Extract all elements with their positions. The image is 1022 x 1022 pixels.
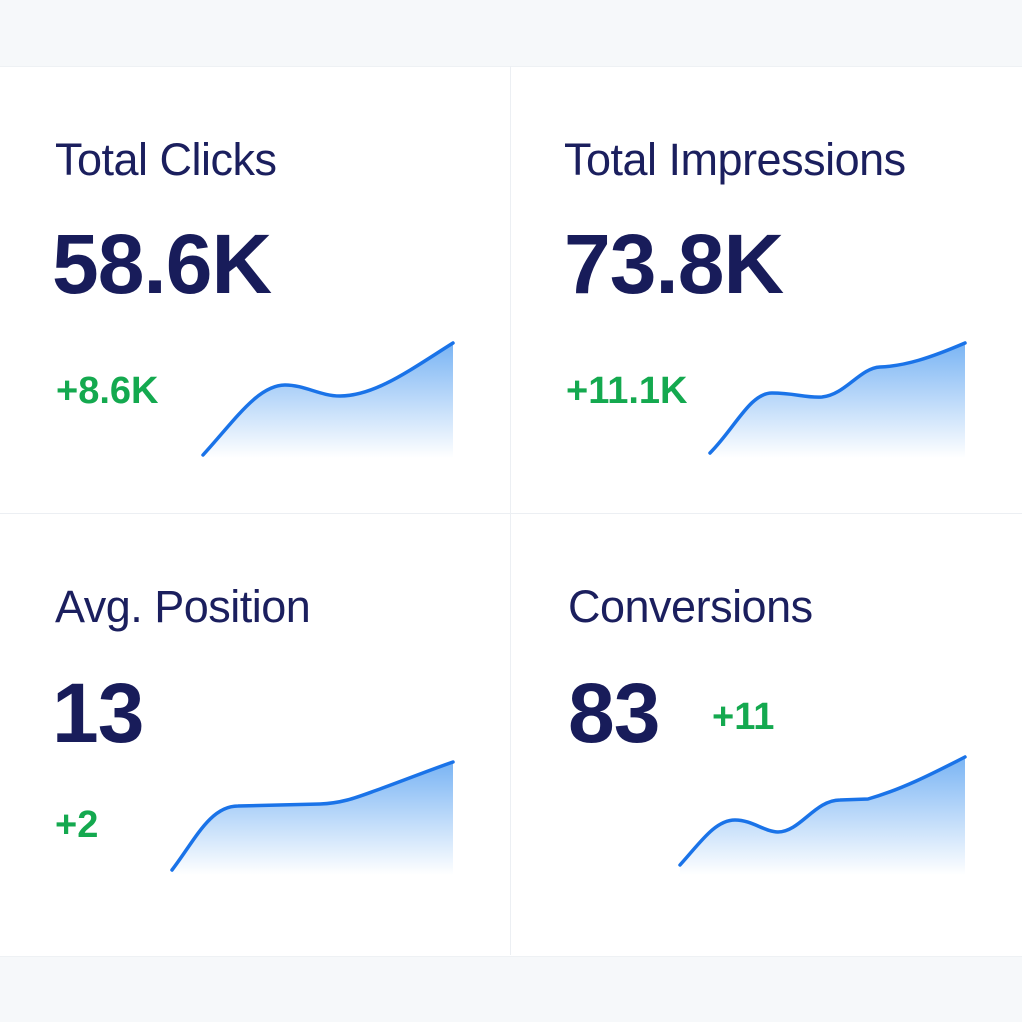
sparkline-area	[680, 757, 965, 875]
card-title: Total Impressions	[564, 134, 906, 185]
card-total-clicks[interactable]: Total Clicks 58.6K +8.6K	[0, 66, 511, 510]
card-title: Avg. Position	[55, 581, 311, 632]
sparkline-line	[170, 760, 455, 872]
divider	[510, 66, 511, 955]
sparkline-line	[708, 341, 967, 455]
card-value: 58.6K	[52, 217, 272, 311]
card-conversions[interactable]: Conversions 83 +11	[511, 513, 1022, 957]
card-delta: +2	[55, 804, 99, 846]
card-delta: +11.1K	[566, 370, 688, 412]
sparkline-line	[678, 755, 967, 867]
card-delta: +8.6K	[56, 370, 159, 412]
card-value: 13	[52, 666, 144, 760]
card-title: Conversions	[568, 581, 813, 632]
sparkline-area	[172, 762, 453, 875]
divider	[0, 513, 1022, 514]
card-avg-position[interactable]: Avg. Position 13 +2	[0, 513, 511, 957]
sparkline-area	[203, 343, 453, 458]
sparkline-line	[201, 341, 455, 457]
sparkline-area	[710, 343, 965, 458]
card-total-impressions[interactable]: Total Impressions 73.8K +11.1K	[511, 66, 1022, 510]
card-value: 83	[568, 666, 660, 760]
card-delta: +11	[712, 696, 775, 738]
card-value: 73.8K	[564, 217, 784, 311]
card-title: Total Clicks	[55, 134, 277, 185]
